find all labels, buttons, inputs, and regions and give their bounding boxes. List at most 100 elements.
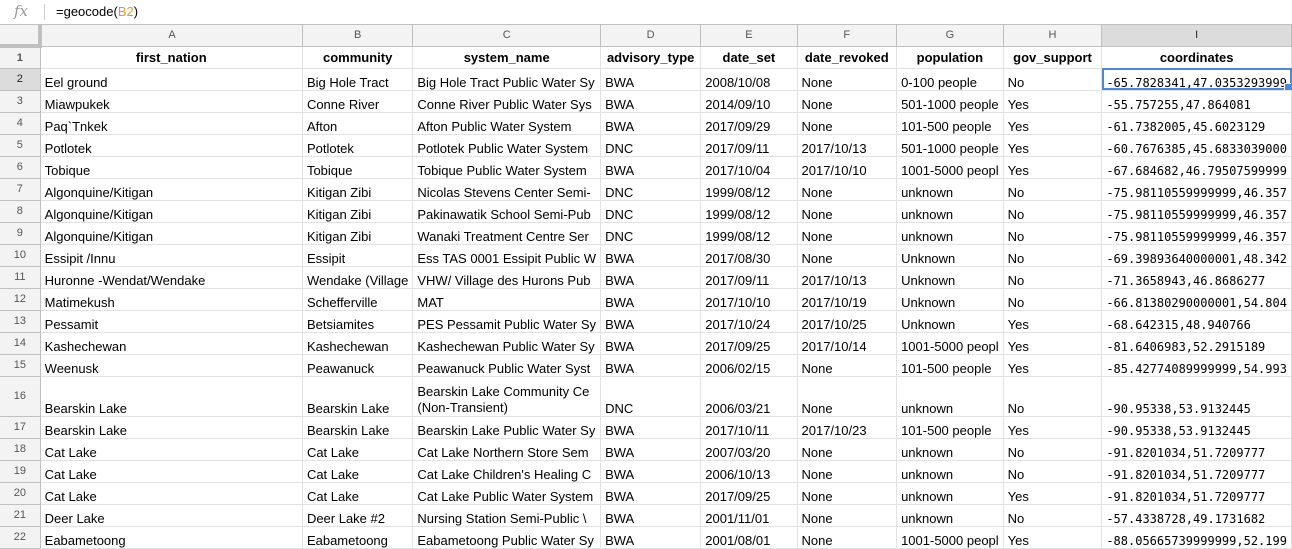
table-cell[interactable]: Nursing Station Semi-Public \ bbox=[412, 504, 602, 527]
header-cell[interactable]: population bbox=[896, 46, 1004, 69]
column-header-b[interactable]: B bbox=[302, 25, 414, 47]
table-cell[interactable]: Wendake (Village bbox=[302, 266, 414, 289]
table-cell[interactable]: 101-500 people bbox=[896, 354, 1004, 377]
table-cell[interactable]: Weenusk bbox=[40, 354, 303, 377]
table-cell[interactable]: BWA bbox=[600, 526, 702, 549]
selected-cell[interactable]: -65.7828341,47.0353293999 bbox=[1101, 68, 1292, 91]
table-cell[interactable]: BWA bbox=[600, 112, 702, 135]
table-cell[interactable]: -68.642315,48.940766 bbox=[1101, 310, 1292, 333]
table-cell[interactable]: 2001/11/01 bbox=[700, 504, 798, 527]
row-header[interactable]: 12 bbox=[0, 288, 41, 311]
row-header[interactable]: 1 bbox=[0, 46, 41, 69]
table-cell[interactable]: unknown bbox=[896, 504, 1004, 527]
table-cell[interactable]: Peawanuck Public Water Syst bbox=[412, 354, 602, 377]
table-cell[interactable]: unknown bbox=[896, 438, 1004, 461]
table-cell[interactable]: unknown bbox=[896, 376, 1004, 417]
table-cell[interactable]: MAT bbox=[412, 288, 602, 311]
table-cell[interactable]: No bbox=[1003, 222, 1103, 245]
table-cell[interactable]: Yes bbox=[1003, 482, 1103, 505]
table-cell[interactable]: Kitigan Zibi bbox=[302, 178, 414, 201]
table-cell[interactable]: Unknown bbox=[896, 310, 1004, 333]
table-cell[interactable]: -85.42774089999999,54.993 bbox=[1101, 354, 1292, 377]
table-cell[interactable]: 1001-5000 peopl bbox=[896, 526, 1004, 549]
table-cell[interactable]: BWA bbox=[600, 244, 702, 267]
table-cell[interactable]: DNC bbox=[600, 222, 702, 245]
table-cell[interactable]: Afton bbox=[302, 112, 414, 135]
table-cell[interactable]: Yes bbox=[1003, 112, 1103, 135]
table-cell[interactable]: None bbox=[797, 222, 898, 245]
row-header[interactable]: 19 bbox=[0, 460, 41, 483]
table-cell[interactable]: None bbox=[797, 244, 898, 267]
row-header[interactable]: 20 bbox=[0, 482, 41, 505]
table-cell[interactable]: BWA bbox=[600, 332, 702, 355]
table-cell[interactable]: -90.95338,53.9132445 bbox=[1101, 376, 1292, 417]
table-cell[interactable]: Yes bbox=[1003, 526, 1103, 549]
table-cell[interactable]: None bbox=[797, 112, 898, 135]
table-cell[interactable]: unknown bbox=[896, 178, 1004, 201]
table-cell[interactable]: Pakinawatik School Semi-Pub bbox=[412, 200, 602, 223]
table-cell[interactable]: 101-500 people bbox=[896, 416, 1004, 439]
table-cell[interactable]: BWA bbox=[600, 156, 702, 179]
table-cell[interactable]: No bbox=[1003, 68, 1103, 91]
table-cell[interactable]: Essipit /Innu bbox=[40, 244, 303, 267]
table-cell[interactable]: -91.8201034,51.7209777 bbox=[1101, 438, 1292, 461]
table-cell[interactable]: Cat Lake bbox=[40, 460, 303, 483]
table-cell[interactable]: Kashechewan bbox=[302, 332, 414, 355]
table-cell[interactable]: Nicolas Stevens Center Semi- bbox=[412, 178, 602, 201]
table-cell[interactable]: No bbox=[1003, 376, 1103, 417]
table-cell[interactable]: None bbox=[797, 68, 898, 91]
row-header[interactable]: 5 bbox=[0, 134, 41, 157]
table-cell[interactable]: -61.7382005,45.6023129 bbox=[1101, 112, 1292, 135]
column-header-i[interactable]: I bbox=[1101, 25, 1292, 47]
table-cell[interactable]: 2017/10/19 bbox=[797, 288, 898, 311]
table-cell[interactable]: No bbox=[1003, 200, 1103, 223]
row-header[interactable]: 21 bbox=[0, 504, 41, 527]
table-cell[interactable]: None bbox=[797, 200, 898, 223]
table-cell[interactable]: 2017/09/25 bbox=[700, 332, 798, 355]
table-cell[interactable]: 2017/08/30 bbox=[700, 244, 798, 267]
row-header[interactable]: 11 bbox=[0, 266, 41, 289]
table-cell[interactable]: Essipit bbox=[302, 244, 414, 267]
table-cell[interactable]: Kitigan Zibi bbox=[302, 222, 414, 245]
table-cell[interactable]: 2006/02/15 bbox=[700, 354, 798, 377]
table-cell[interactable]: -55.757255,47.864081 bbox=[1101, 90, 1292, 113]
table-cell[interactable]: Cat Lake bbox=[40, 482, 303, 505]
table-cell[interactable]: Ess TAS 0001 Essipit Public W bbox=[412, 244, 602, 267]
table-cell[interactable]: 2017/09/29 bbox=[700, 112, 798, 135]
table-cell[interactable]: Kashechewan Public Water Sy bbox=[412, 332, 602, 355]
table-cell[interactable]: DNC bbox=[600, 134, 702, 157]
table-cell[interactable]: Bearskin Lake Public Water Sy bbox=[412, 416, 602, 439]
table-cell[interactable]: Pessamit bbox=[40, 310, 303, 333]
header-cell[interactable]: coordinates bbox=[1101, 46, 1292, 69]
table-cell[interactable]: 2017/10/14 bbox=[797, 332, 898, 355]
table-cell[interactable]: Cat Lake Public Water System bbox=[412, 482, 602, 505]
table-cell[interactable]: Schefferville bbox=[302, 288, 414, 311]
table-cell[interactable]: Matimekush bbox=[40, 288, 303, 311]
table-cell[interactable]: BWA bbox=[600, 354, 702, 377]
table-cell[interactable]: 2017/09/11 bbox=[700, 266, 798, 289]
table-cell[interactable]: Cat Lake bbox=[302, 482, 414, 505]
row-header[interactable]: 7 bbox=[0, 178, 41, 201]
table-cell[interactable]: None bbox=[797, 526, 898, 549]
table-cell[interactable]: unknown bbox=[896, 222, 1004, 245]
row-header[interactable]: 13 bbox=[0, 310, 41, 333]
table-cell[interactable]: -67.684682,46.79507599999 bbox=[1101, 156, 1292, 179]
table-cell[interactable]: Miawpukek bbox=[40, 90, 303, 113]
table-cell[interactable]: BWA bbox=[600, 482, 702, 505]
table-cell[interactable]: Yes bbox=[1003, 310, 1103, 333]
table-cell[interactable]: 2001/08/01 bbox=[700, 526, 798, 549]
row-header[interactable]: 3 bbox=[0, 90, 41, 113]
table-cell[interactable]: 2017/10/13 bbox=[797, 266, 898, 289]
table-cell[interactable]: 101-500 people bbox=[896, 112, 1004, 135]
table-cell[interactable]: Wanaki Treatment Centre Ser bbox=[412, 222, 602, 245]
table-cell[interactable]: -66.81380290000001,54.804 bbox=[1101, 288, 1292, 311]
header-cell[interactable]: advisory_type bbox=[600, 46, 702, 69]
column-header-h[interactable]: H bbox=[1003, 25, 1103, 47]
header-cell[interactable]: gov_support bbox=[1003, 46, 1103, 69]
table-cell[interactable]: Deer Lake #2 bbox=[302, 504, 414, 527]
table-cell[interactable]: 2017/10/10 bbox=[797, 156, 898, 179]
table-cell[interactable]: BWA bbox=[600, 68, 702, 91]
table-cell[interactable]: No bbox=[1003, 438, 1103, 461]
table-cell[interactable]: None bbox=[797, 354, 898, 377]
table-cell[interactable]: None bbox=[797, 482, 898, 505]
